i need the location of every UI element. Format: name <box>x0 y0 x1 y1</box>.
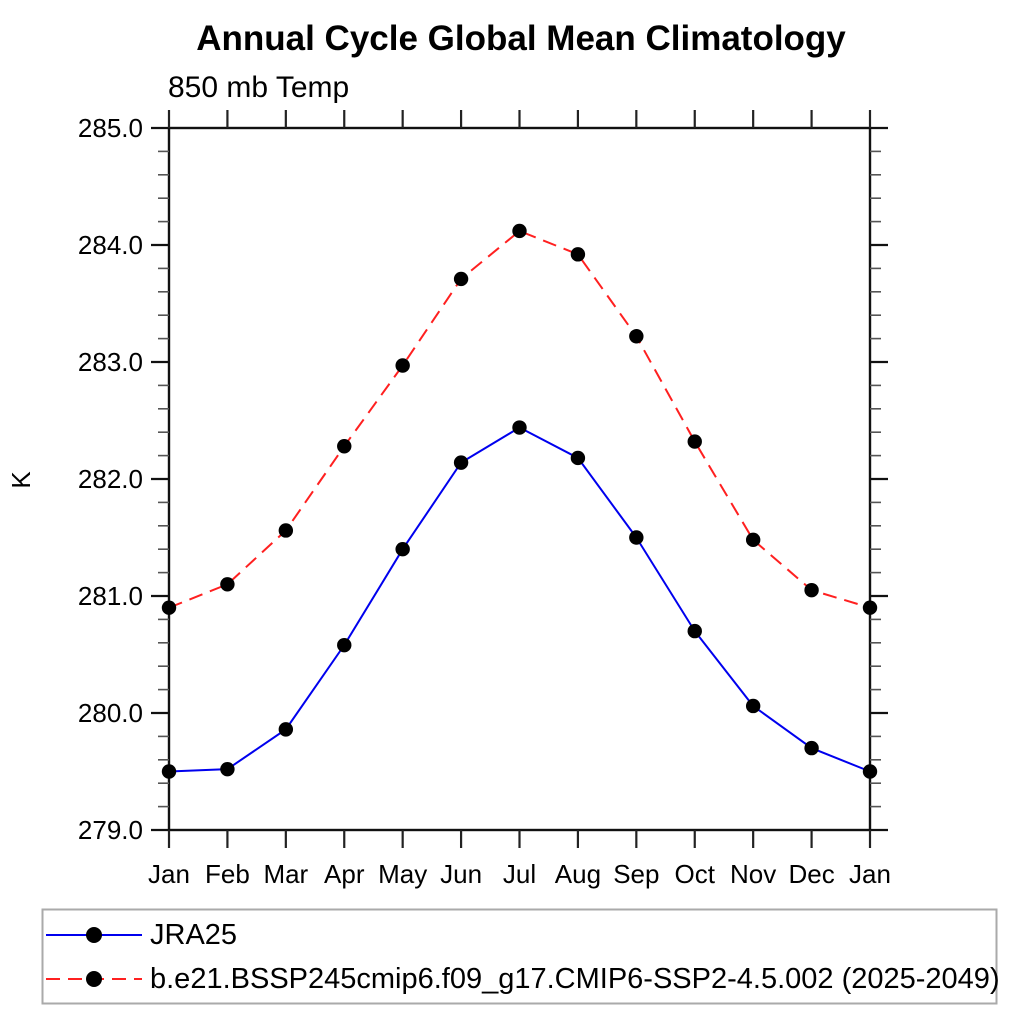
legend-box <box>41 908 998 1005</box>
data-point-marker <box>395 542 410 557</box>
legend: JRA25 b.e21.BSSP245cmip6.f09_g17.CMIP6-S… <box>41 908 1000 1005</box>
y-tick-label: 281.0 <box>78 581 143 611</box>
data-point-marker <box>745 532 761 548</box>
legend-item-jra25: JRA25 <box>46 919 237 951</box>
x-tick-label: Feb <box>205 859 250 889</box>
data-point-marker <box>629 530 644 545</box>
legend-label-model: b.e21.BSSP245cmip6.f09_g17.CMIP6-SSP2-4.… <box>150 963 1000 995</box>
y-axis-label: K <box>6 471 36 489</box>
x-tick-label: Jun <box>440 859 482 889</box>
x-tick-label: Dec <box>788 859 834 889</box>
data-point-marker <box>512 420 527 435</box>
data-point-marker <box>278 523 294 538</box>
data-point-marker <box>862 764 878 779</box>
chart-subtitle: 850 mb Temp <box>168 71 349 104</box>
y-tick-label: 282.0 <box>78 464 143 494</box>
data-point-marker <box>220 577 235 592</box>
data-point-marker <box>161 600 177 615</box>
data-point-marker <box>687 623 702 639</box>
data-point-marker <box>804 740 819 756</box>
x-tick-label: Jan <box>148 859 190 889</box>
plot-area: 279.0 280.0 281.0 282.0 283.0 284.0 285.0 Jan Fe… <box>78 110 891 889</box>
legend-marker-icon <box>86 971 102 987</box>
y-tick-label: 284.0 <box>78 230 143 260</box>
y-tick-label: 283.0 <box>78 347 143 377</box>
y-tick-label: 285.0 <box>78 113 143 143</box>
x-tick-label: Jul <box>503 859 536 889</box>
x-tick-label: May <box>378 859 427 889</box>
legend-item-model: b.e21.BSSP245cmip6.f09_g17.CMIP6-SSP2-4.… <box>46 963 1000 995</box>
data-point-marker <box>804 582 819 598</box>
data-point-marker <box>337 637 352 653</box>
data-point-marker <box>453 271 469 287</box>
x-tick-label: Mar <box>263 859 308 889</box>
x-tick-label: Apr <box>324 859 365 889</box>
data-point-marker <box>337 439 352 454</box>
data-point-marker <box>687 434 702 449</box>
y-tick-label: 279.0 <box>78 815 143 845</box>
series-line-model <box>168 229 871 609</box>
data-point-marker <box>220 761 235 777</box>
x-tick-label: Oct <box>675 859 716 889</box>
data-point-marker <box>629 329 644 344</box>
data-point-marker <box>862 600 878 615</box>
x-tick-label: Nov <box>730 859 776 889</box>
x-tick-label: Jan <box>849 859 891 889</box>
data-point-marker <box>570 247 586 262</box>
data-point-marker <box>161 764 177 779</box>
data-point-marker <box>278 722 294 737</box>
data-point-marker <box>453 455 469 470</box>
legend-marker-icon <box>86 927 102 943</box>
x-tick-label: Aug <box>555 859 601 889</box>
data-point-marker <box>395 358 410 373</box>
data-point-marker <box>570 450 586 466</box>
x-tick-label: Sep <box>613 859 659 889</box>
y-tick-label: 280.0 <box>78 698 143 728</box>
data-point-marker <box>745 698 761 714</box>
chart-title: Annual Cycle Global Mean Climatology <box>196 19 846 58</box>
data-point-marker <box>512 223 527 239</box>
legend-label-jra25: JRA25 <box>150 919 237 951</box>
series-line-jra25 <box>168 426 871 773</box>
